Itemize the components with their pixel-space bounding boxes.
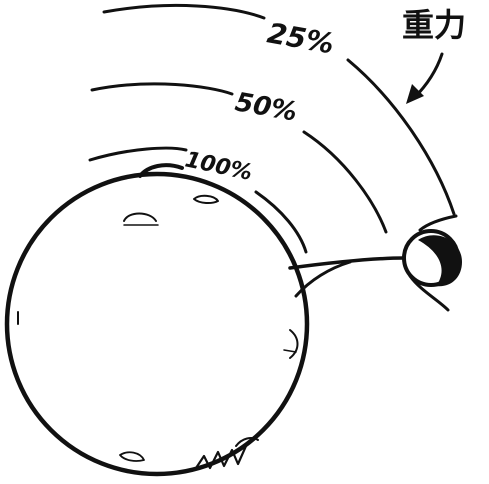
label-50: 50%	[233, 87, 299, 127]
rope	[288, 256, 406, 298]
planet	[4, 163, 310, 477]
small-creature	[402, 214, 462, 312]
arc-50	[90, 82, 388, 234]
arc-100	[88, 146, 308, 254]
arc-25	[102, 3, 456, 216]
label-25: 25%	[265, 16, 337, 60]
field-arcs	[88, 3, 456, 254]
gravity-label: 重力	[402, 6, 466, 44]
arrow-icon	[406, 52, 444, 104]
